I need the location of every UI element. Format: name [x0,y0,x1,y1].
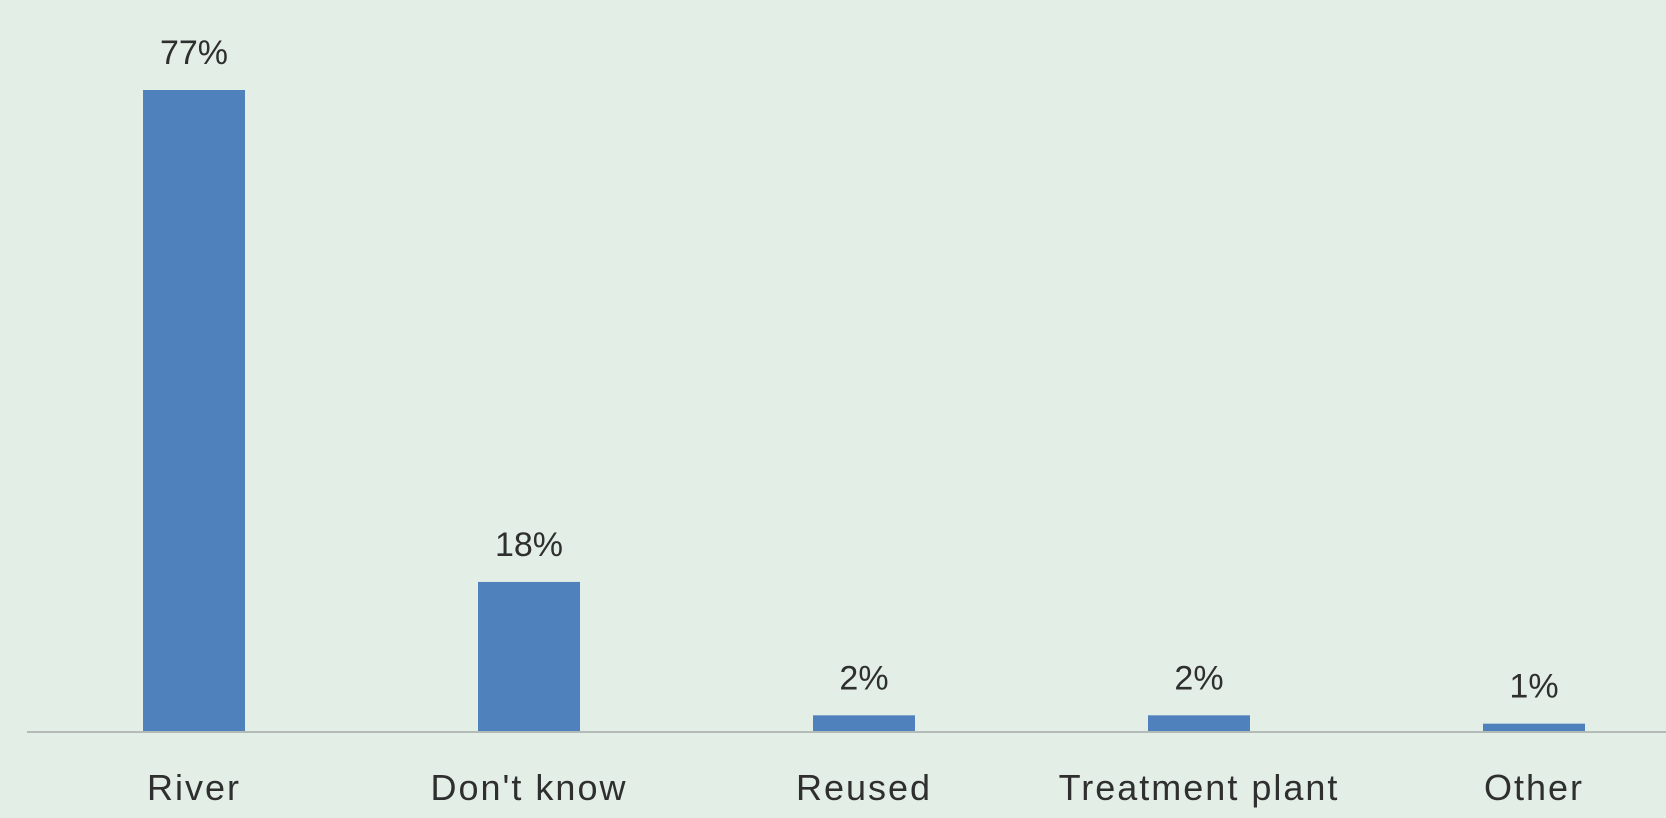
bars-group [143,90,1585,732]
bar-2 [813,715,915,732]
data-labels-group: 77% 18% 2% 2% 1% [160,34,1559,706]
category-labels-group: River Don't know Reused Treatment plant Othe… [147,767,1584,808]
category-label-0: River [147,767,241,808]
category-label-2: Reused [796,767,932,808]
bar-0 [143,90,245,732]
category-label-1: Don't know [431,767,628,808]
data-label-2: 2% [839,659,888,697]
data-label-1: 18% [495,526,563,564]
data-label-3: 2% [1174,659,1223,697]
bar-3 [1148,715,1250,732]
data-label-0: 77% [160,34,228,72]
bar-1 [478,581,580,732]
data-label-4: 1% [1509,668,1558,706]
category-label-3: Treatment plant [1059,767,1340,808]
bar-4 [1483,723,1585,732]
category-label-4: Other [1484,767,1584,808]
